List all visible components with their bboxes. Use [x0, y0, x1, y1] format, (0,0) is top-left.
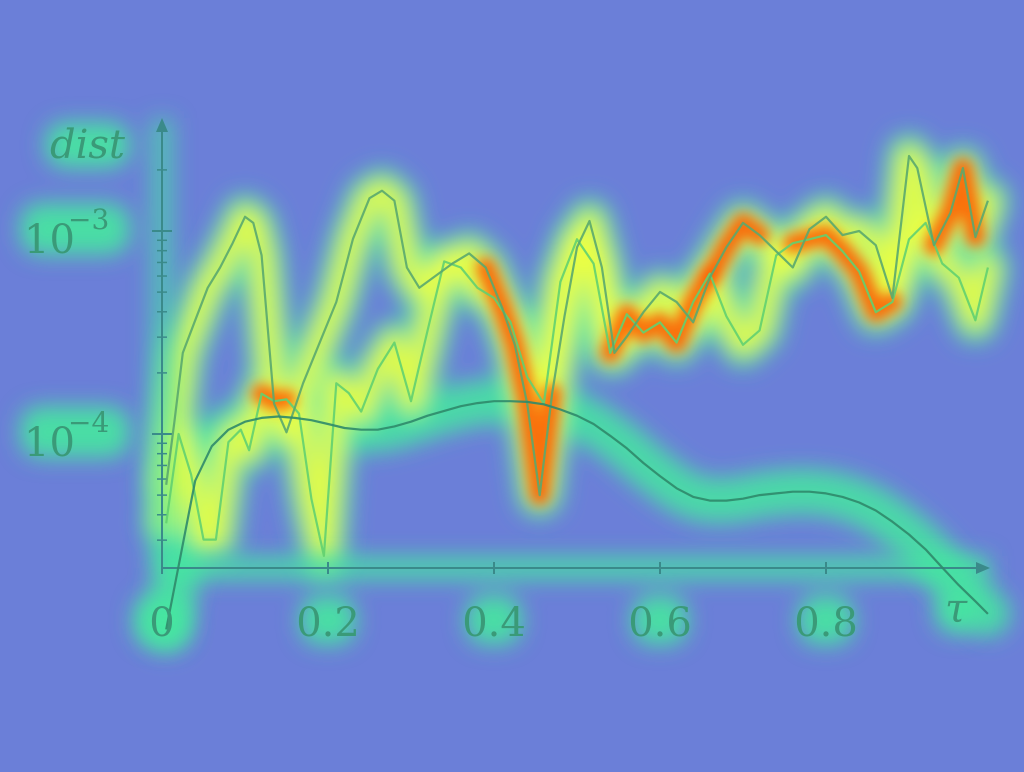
heat-ytick-0 [20, 406, 130, 458]
y-tick-label-exp-1: −3 [68, 203, 109, 236]
x-axis-arrow [976, 562, 990, 574]
series-line-2 [165, 154, 989, 497]
y-axis-label: dist [50, 122, 126, 168]
series-lines [165, 154, 989, 630]
heat-xtick-0 [134, 595, 190, 645]
y-tick-label-exp-0: −4 [68, 406, 109, 439]
x-tick-label-1: 0.2 [296, 600, 360, 646]
heat-xtick-4 [798, 595, 854, 645]
y-axis-arrow [156, 118, 168, 132]
heat-xtick-2 [466, 595, 522, 645]
heat-xtick-3 [632, 595, 688, 645]
heat-ylabel [45, 122, 130, 168]
heat-ytick-1 [20, 203, 130, 255]
heat-xtick-1 [300, 595, 356, 645]
heatmap-overlay [20, 118, 1011, 653]
x-tick-label-3: 0.6 [628, 600, 692, 646]
axes [152, 118, 990, 574]
y-tick-label-0: 10 [24, 420, 75, 466]
x-tick-label-0: 0 [149, 600, 174, 646]
series-line-3 [165, 400, 989, 630]
x-tick-label-2: 0.4 [462, 600, 526, 646]
heat-xlabel [935, 588, 980, 634]
x-tick-label-4: 0.8 [794, 600, 858, 646]
x-axis-label: τ [945, 586, 968, 632]
y-tick-label-1: 10 [24, 217, 75, 263]
